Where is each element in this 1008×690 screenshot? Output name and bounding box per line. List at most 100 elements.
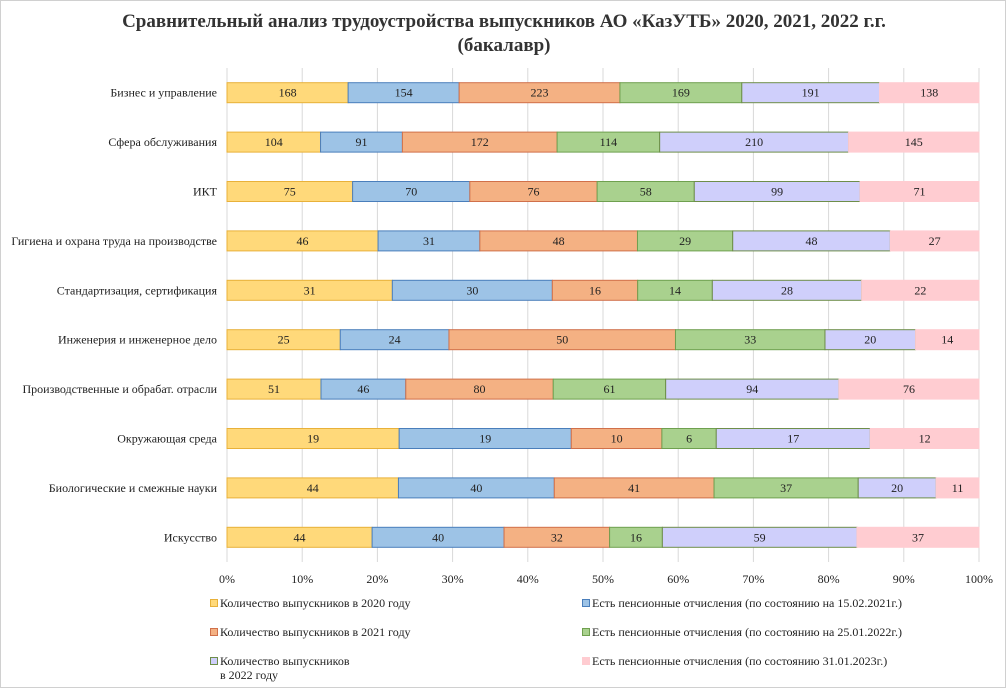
bar-segment [848,131,980,153]
legend-swatch [582,657,590,665]
data-label: 114 [600,135,618,149]
legend-item: Количество выпускников в 2022 году [210,654,570,684]
data-label: 59 [754,530,766,544]
bar-segment [859,181,980,202]
bar-segment [915,329,980,351]
legend-label: Количество выпускников в 2021 году [220,625,411,639]
data-label: 28 [781,283,793,297]
data-label: 17 [787,432,799,446]
data-label: 24 [389,333,401,347]
category-label: Бизнес и управление [110,86,217,100]
x-tick-label: 90% [893,572,915,586]
data-label: 70 [405,185,417,199]
legend-swatch [210,599,218,607]
data-label: 94 [746,382,758,396]
data-label: 33 [744,333,756,347]
data-label: 91 [355,135,367,149]
category-label: Окружающая среда [117,432,217,446]
data-label: 14 [669,283,681,297]
data-label: 40 [470,481,482,495]
chart-subtitle: (бакалавр) [457,35,551,56]
data-label: 172 [471,135,489,149]
data-label: 27 [929,234,941,248]
x-tick-label: 40% [517,572,539,586]
data-label: 44 [294,530,306,544]
data-label: 37 [912,530,924,544]
data-label: 6 [686,432,692,446]
data-label: 29 [679,234,691,248]
bar-segment [856,526,980,548]
data-label: 16 [630,530,642,544]
data-label: 99 [771,185,783,199]
bar-segment [889,230,980,252]
bar-segment [869,428,980,449]
data-label: 31 [423,234,435,248]
data-label: 10 [611,432,623,446]
data-label: 75 [284,185,296,199]
legend-label: Есть пенсионные отчисления (по состоянию… [592,654,888,668]
x-tick-label: 10% [291,572,313,586]
x-tick-label: 20% [366,572,388,586]
legend-item: Есть пенсионные отчисления (по состоянию… [582,596,942,626]
data-label: 25 [278,333,290,347]
bar-segment [861,279,980,301]
data-label: 40 [432,530,444,544]
data-label: 19 [479,432,491,446]
data-label: 48 [553,234,565,248]
x-tick-label: 60% [667,572,689,586]
data-label: 71 [914,185,926,199]
category-label: Сфера обслуживания [108,135,217,149]
data-label: 20 [864,333,876,347]
data-label: 46 [297,234,309,248]
data-label: 37 [780,481,792,495]
legend-item: Есть пенсионные отчисления (по состоянию… [582,625,942,655]
legend-label: Есть пенсионные отчисления (по состоянию… [592,625,902,639]
data-label: 145 [905,135,923,149]
x-tick-label: 70% [742,572,764,586]
chart-title-block: Сравнительный анализ трудоустройства вып… [0,10,1008,58]
data-label: 11 [952,481,964,495]
data-label: 154 [395,86,413,100]
legend-item: Количество выпускников в 2021 году [210,625,570,655]
legend-label: Есть пенсионные отчисления (по состоянию… [592,596,902,610]
legend-swatch [582,628,590,636]
legend-label: Количество выпускников в 2020 году [220,596,411,610]
category-label: Стандартизация, сертификация [57,283,218,297]
data-label: 223 [531,86,549,100]
x-tick-label: 80% [818,572,840,586]
data-label: 46 [357,382,369,396]
data-label: 30 [466,283,478,297]
data-label: 48 [806,234,818,248]
x-tick-label: 0% [219,572,235,586]
category-label: Биологические и смежные науки [49,481,218,495]
data-label: 80 [474,382,486,396]
data-label: 19 [307,432,319,446]
data-label: 16 [589,283,601,297]
data-label: 32 [551,530,563,544]
data-label: 191 [802,86,820,100]
data-label: 44 [307,481,319,495]
x-tick-label: 30% [442,572,464,586]
category-label: Производственные и обрабат. отрасли [22,382,217,396]
data-label: 61 [603,382,615,396]
category-label: Инженерия и инженерное дело [58,333,217,347]
bar-segment [838,378,980,400]
category-label: Гигиена и охрана труда на производстве [11,234,217,248]
data-label: 20 [891,481,903,495]
legend-swatch [210,657,218,665]
legend-swatch [582,599,590,607]
chart-title: Сравнительный анализ трудоустройства вып… [122,11,886,32]
x-tick-label: 50% [592,572,614,586]
data-label: 51 [268,382,280,396]
data-label: 12 [919,432,931,446]
data-label: 50 [556,333,568,347]
x-tick-label: 100% [965,572,993,586]
data-label: 22 [914,283,926,297]
legend-item: Есть пенсионные отчисления (по состоянию… [582,654,942,684]
data-label: 168 [279,86,297,100]
data-label: 138 [920,86,938,100]
data-label: 210 [745,135,763,149]
data-label: 41 [628,481,640,495]
